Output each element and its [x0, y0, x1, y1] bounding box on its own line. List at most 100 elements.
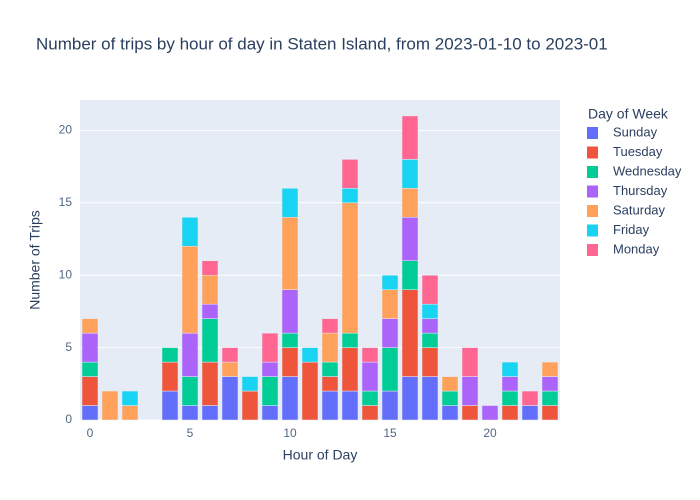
- bar-segment: [281, 376, 299, 421]
- bar-segment: [201, 274, 219, 305]
- bar-segment: [201, 405, 219, 421]
- legend-label: Monday: [613, 241, 660, 256]
- bar-segment: [421, 274, 439, 305]
- bar-segment: [501, 390, 519, 406]
- bar-segment: [321, 318, 339, 334]
- bar-segment: [221, 376, 239, 421]
- x-axis-label: Hour of Day: [283, 447, 358, 463]
- bar-segment: [281, 217, 299, 290]
- legend-label: Sunday: [613, 124, 658, 139]
- bar-segment: [161, 347, 179, 363]
- bar-segment: [201, 318, 219, 363]
- bar-segment: [401, 115, 419, 160]
- bar-segment: [521, 405, 539, 421]
- bar-segment: [541, 361, 559, 377]
- bar-segment: [461, 347, 479, 377]
- legend-label: Friday: [613, 222, 650, 237]
- x-tick-label: 10: [283, 426, 297, 440]
- bar-segment: [201, 303, 219, 319]
- bar-segment: [501, 376, 519, 392]
- bar-segment: [521, 390, 539, 406]
- bar-segment: [401, 217, 419, 261]
- bar-segment: [441, 376, 459, 392]
- bar-segment: [421, 318, 439, 334]
- bar-segment: [341, 202, 359, 334]
- bar-segment: [281, 332, 299, 348]
- bar-segment: [321, 361, 339, 377]
- bar-segment: [461, 405, 479, 421]
- y-tick-label: 5: [65, 340, 72, 354]
- x-tick-label: 0: [87, 426, 94, 440]
- y-tick-label: 15: [59, 195, 73, 209]
- bar-segment: [501, 361, 519, 377]
- bar-segment: [281, 188, 299, 218]
- bar-segment: [341, 390, 359, 421]
- y-axis-label: Number of Trips: [27, 210, 43, 310]
- x-tick-label: 5: [187, 426, 194, 440]
- bar-segment: [241, 376, 259, 392]
- bar-segment: [361, 390, 379, 406]
- bar-segment: [341, 347, 359, 392]
- bar-segment: [381, 318, 399, 348]
- legend-swatch: [587, 185, 598, 198]
- bar-segment: [301, 361, 319, 421]
- bar-segment: [441, 405, 459, 421]
- bar-segment: [81, 318, 99, 334]
- bar-segment: [341, 159, 359, 189]
- bar-segment: [201, 361, 219, 406]
- x-tick-label: 15: [383, 426, 397, 440]
- bar-segment: [541, 405, 559, 421]
- bar-segment: [401, 289, 419, 377]
- bar-segment: [81, 332, 99, 363]
- bar-segment: [361, 347, 379, 363]
- bar-segment: [121, 390, 139, 406]
- bar-segment: [321, 376, 339, 392]
- bar-segment: [401, 188, 419, 218]
- bar-segment: [381, 390, 399, 421]
- chart-title: Number of trips by hour of day in Staten…: [36, 34, 608, 53]
- bar-segment: [361, 405, 379, 421]
- bar-segment: [421, 347, 439, 377]
- bar-segment: [321, 390, 339, 421]
- bar-segment: [181, 405, 199, 421]
- bar-segment: [81, 361, 99, 377]
- legend-label: Wednesday: [613, 163, 682, 178]
- legend-label: Saturday: [613, 202, 666, 217]
- bar-segment: [161, 390, 179, 421]
- bar-segment: [201, 260, 219, 276]
- bar-segment: [501, 405, 519, 421]
- bar-segment: [321, 332, 339, 363]
- bar-segment: [401, 260, 419, 290]
- bar-segment: [421, 376, 439, 421]
- legend-swatch: [587, 205, 598, 217]
- bar-segment: [81, 376, 99, 406]
- y-tick-label: 20: [59, 123, 73, 137]
- legend-label: Tuesday: [613, 144, 663, 159]
- bar-segment: [401, 376, 419, 421]
- y-tick-label: 0: [65, 412, 72, 426]
- plot-area: [80, 100, 560, 420]
- bar-segment: [281, 347, 299, 377]
- legend-swatch: [587, 127, 598, 139]
- bar-segment: [461, 376, 479, 406]
- bar-segment: [381, 289, 399, 319]
- bar-segment: [181, 332, 199, 377]
- bar-segment: [181, 217, 199, 247]
- bar-segment: [541, 376, 559, 392]
- x-tick-label: 20: [483, 426, 497, 440]
- y-tick-label: 10: [59, 267, 73, 281]
- legend-swatch: [587, 244, 598, 256]
- bar-segment: [261, 332, 279, 363]
- bar-segment: [381, 347, 399, 392]
- bar-segment: [161, 361, 179, 392]
- bar-segment: [381, 274, 399, 290]
- bar-segment: [421, 332, 439, 348]
- bar-segment: [401, 159, 419, 189]
- bar-segment: [81, 405, 99, 421]
- bar-segment: [221, 361, 239, 377]
- legend-swatch: [587, 146, 598, 159]
- bar-segment: [181, 376, 199, 406]
- legend-label: Thursday: [613, 183, 668, 198]
- bar-segment: [261, 405, 279, 421]
